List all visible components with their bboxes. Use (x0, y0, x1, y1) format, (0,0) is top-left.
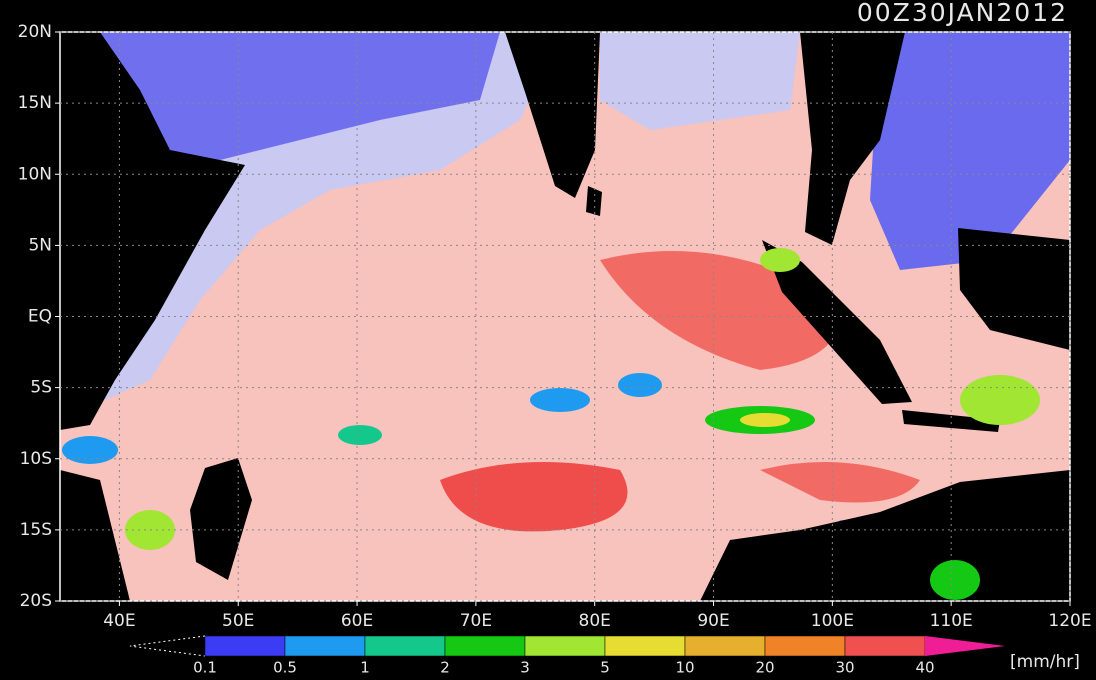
y-tick-label: 10S (20, 449, 52, 469)
y-tick-label: 15N (18, 93, 52, 113)
x-tick-label: 50E (222, 611, 254, 631)
colorbar-box (524, 635, 606, 657)
south-china-sea-blue (870, 32, 1070, 270)
y-tick-label: 15S (20, 520, 52, 540)
x-tick-label: 100E (811, 611, 854, 631)
colorbar-box (444, 635, 526, 657)
colorbar-box (604, 635, 686, 657)
x-tick-label: 70E (460, 611, 492, 631)
colorbar-under (129, 635, 206, 657)
java-land (902, 410, 1000, 432)
indochina-land (800, 32, 905, 245)
colorbar-label: 3 (520, 659, 530, 677)
india-land (505, 32, 600, 198)
colorbar-box (204, 635, 286, 657)
x-tick-label: 60E (341, 611, 373, 631)
madagascar-land (190, 458, 252, 580)
colorbar-box (844, 635, 926, 657)
y-tick-label: 5S (30, 378, 52, 398)
y-tick-label: 20N (18, 22, 52, 42)
colorbar-label: 20 (755, 659, 774, 677)
x-tick-label: 90E (697, 611, 729, 631)
x-tick-label: 110E (930, 611, 973, 631)
colorbar-label: 0.5 (273, 659, 297, 677)
colorbar-box (284, 635, 366, 657)
sumatra-land (762, 240, 912, 404)
x-tick-label: 120E (1048, 611, 1091, 631)
y-tick-label: 5N (28, 235, 52, 255)
australia-land (700, 470, 1070, 601)
colorbar-over (925, 636, 1005, 656)
y-tick-label: 10N (18, 164, 52, 184)
map-title: 00Z30JAN2012 (857, 0, 1068, 27)
convection-cells (62, 248, 1040, 600)
arabian-sea-blue (80, 32, 500, 170)
rain-band-red (440, 462, 628, 532)
colorbar-label: 0.1 (193, 659, 217, 677)
y-tick-label: 20S (20, 591, 52, 611)
colorbar-label: 5 (600, 659, 610, 677)
colorbar-label: 10 (675, 659, 694, 677)
colorbar-label: 40 (915, 659, 934, 677)
colorbar-box (684, 635, 766, 657)
colorbar-box (364, 635, 446, 657)
bay-bengal-lavender (600, 32, 800, 130)
x-tick-label: 40E (103, 611, 135, 631)
colorbar-label: 1 (360, 659, 370, 677)
x-tick-label: 80E (579, 611, 611, 631)
colorbar-label: 2 (440, 659, 450, 677)
mozambique-land (60, 470, 130, 601)
sri-lanka-land (586, 186, 602, 216)
africa-land (60, 32, 245, 430)
colorbar-box (764, 635, 846, 657)
south-red (760, 462, 920, 503)
colorbar-label: 30 (835, 659, 854, 677)
borneo-land (958, 228, 1070, 350)
colorbar-unit: [mm/hr] (1010, 652, 1080, 672)
y-tick-label: EQ (28, 307, 52, 327)
